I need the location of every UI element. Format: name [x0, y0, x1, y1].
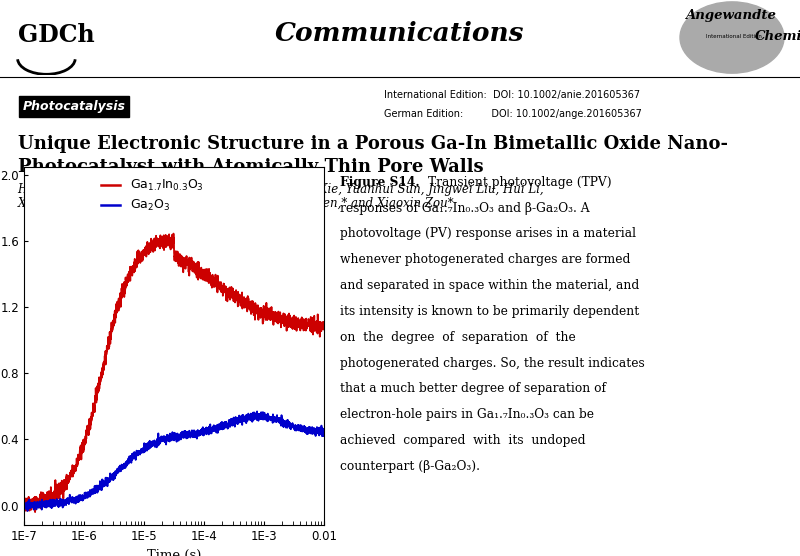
Text: Angewandte: Angewandte: [685, 8, 776, 22]
Text: International Edition: International Edition: [706, 33, 762, 38]
Text: and separated in space within the material, and: and separated in space within the materi…: [340, 279, 639, 292]
Text: Hui Chen⁺, Guangtao Yu⁺, Guo-Dong Li, Tengfeng Xie, Yuanhui Sun, Jingwei Liu, Hu: Hui Chen⁺, Guangtao Yu⁺, Guo-Dong Li, Te…: [18, 183, 544, 196]
Text: Unique Electronic Structure in a Porous Ga-In Bimetallic Oxide Nano-: Unique Electronic Structure in a Porous …: [18, 135, 728, 153]
Ellipse shape: [680, 2, 784, 73]
Text: achieved  compared  with  its  undoped: achieved compared with its undoped: [340, 434, 586, 447]
Text: GDCh: GDCh: [18, 22, 94, 47]
Text: German Edition:         DOI: 10.1002/ange.201605367: German Edition: DOI: 10.1002/ange.201605…: [384, 108, 642, 118]
Text: Xuri Huang, Dejun Wang, Tewodros Asefa,* Wei Chen,* and Xiaoxin Zou*: Xuri Huang, Dejun Wang, Tewodros Asefa,*…: [18, 197, 454, 210]
Text: counterpart (β-Ga₂O₃).: counterpart (β-Ga₂O₃).: [340, 460, 480, 473]
Text: International Edition:  DOI: 10.1002/anie.201605367: International Edition: DOI: 10.1002/anie…: [384, 90, 640, 100]
Text: Photocatalysis: Photocatalysis: [22, 100, 126, 113]
Text: its intensity is known to be primarily dependent: its intensity is known to be primarily d…: [340, 305, 639, 318]
Text: photovoltage (PV) response arises in a material: photovoltage (PV) response arises in a m…: [340, 227, 636, 240]
X-axis label: Time (s): Time (s): [147, 549, 201, 556]
Text: electron-hole pairs in Ga₁.₇In₀.₃O₃ can be: electron-hole pairs in Ga₁.₇In₀.₃O₃ can …: [340, 408, 594, 421]
Text: responses of Ga₁.₇In₀.₃O₃ and β-Ga₂O₃. A: responses of Ga₁.₇In₀.₃O₃ and β-Ga₂O₃. A: [340, 202, 590, 215]
Text: on  the  degree  of  separation  of  the: on the degree of separation of the: [340, 331, 576, 344]
Text: Chemie: Chemie: [754, 29, 800, 42]
Text: Figure S14.: Figure S14.: [340, 176, 420, 189]
Text: Transient photovoltage (TPV): Transient photovoltage (TPV): [428, 176, 612, 189]
Legend: Ga$_{1.7}$In$_{0.3}$O$_3$, Ga$_2$O$_3$: Ga$_{1.7}$In$_{0.3}$O$_3$, Ga$_2$O$_3$: [96, 173, 209, 219]
Text: Photocatalyst with Atomically Thin Pore Walls: Photocatalyst with Atomically Thin Pore …: [18, 158, 483, 176]
Text: photogenerated charges. So, the result indicates: photogenerated charges. So, the result i…: [340, 356, 645, 370]
Text: whenever photogenerated charges are formed: whenever photogenerated charges are form…: [340, 253, 630, 266]
Text: Communications: Communications: [275, 21, 525, 46]
Text: that a much better degree of separation of: that a much better degree of separation …: [340, 383, 606, 395]
